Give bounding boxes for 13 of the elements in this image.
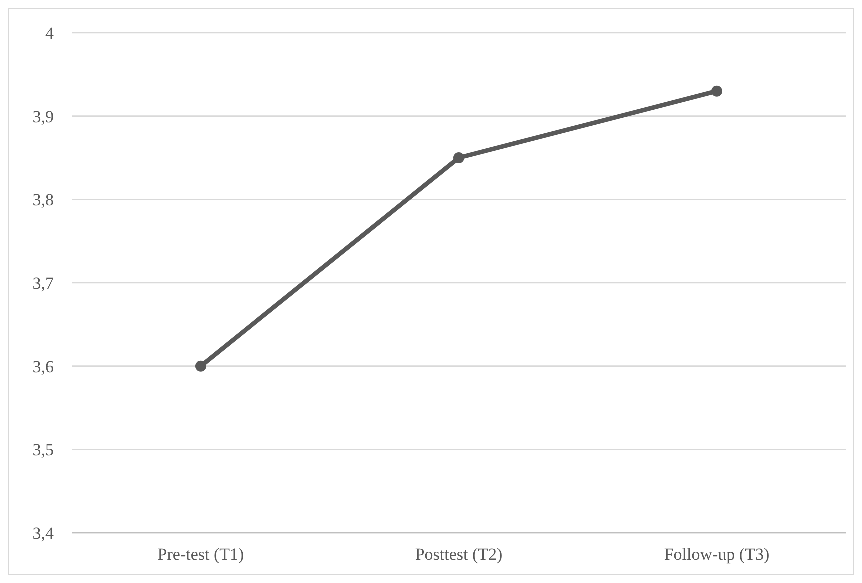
point [454,152,464,164]
y-tick-label: 3,8 [32,190,54,210]
y-tick-label: 3,7 [32,274,54,293]
point [712,86,722,97]
y-tick-label: 3,4 [32,524,54,543]
y-tick-label: 3,9 [32,107,54,126]
x-tick-label: Posttest (T2) [415,545,503,564]
point [196,360,206,372]
x-tick-label: Pre-test (T1) [158,545,244,564]
x-tick-label: Follow-up (T3) [664,545,770,564]
y-tick-label: 4 [46,24,54,43]
y-tick-label: 3,5 [32,440,54,460]
y-tick-label: 3,6 [32,357,54,376]
